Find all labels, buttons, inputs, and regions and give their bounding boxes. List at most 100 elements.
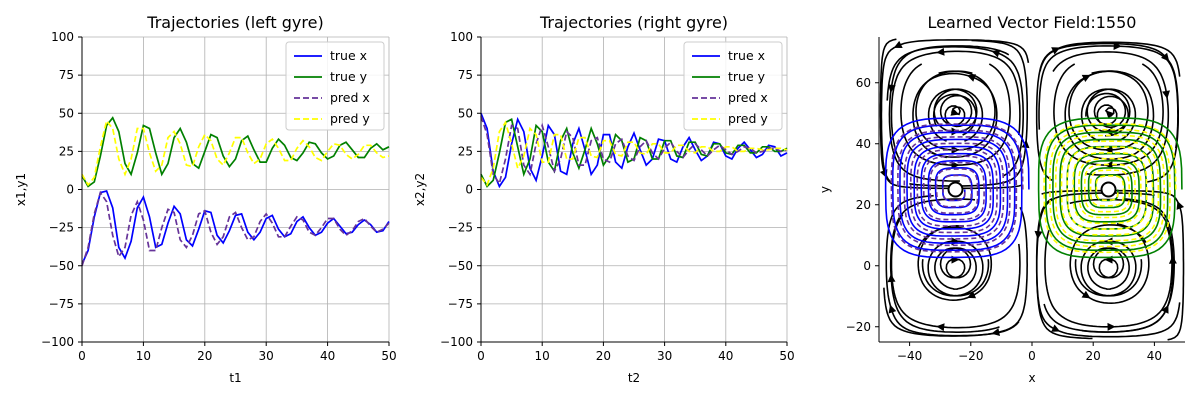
stream-arrow [1105, 110, 1115, 119]
legend-entry: true x [728, 48, 765, 63]
stream-arrow [1104, 145, 1113, 154]
y-tick-label: 0 [465, 183, 473, 197]
stream-arrow [967, 290, 977, 299]
x-tick-label: 40 [1147, 349, 1162, 363]
y-axis-label: y [818, 186, 832, 193]
stream-arrow [991, 328, 1000, 336]
y-tick-label: 25 [458, 144, 473, 158]
legend-frame [683, 41, 783, 131]
legend-entry: true y [330, 69, 368, 84]
trajectory-left-pred [890, 123, 1024, 253]
x-tick-label: 20 [197, 349, 212, 363]
x-tick-label: 40 [320, 349, 335, 363]
chart-title: Trajectories (left gyre) [146, 13, 323, 32]
stream-arrow [1051, 324, 1061, 332]
series-line-true-x [81, 189, 390, 265]
y-tick-label: −75 [448, 297, 473, 311]
y-tick-label: 100 [450, 30, 473, 44]
stream-arrow [888, 304, 897, 314]
x-axis-label: t2 [628, 371, 640, 385]
streamline [934, 247, 977, 290]
x-tick-label: 20 [1086, 349, 1101, 363]
chart-title: Trajectories (right gyre) [539, 13, 728, 32]
stream-arrow [893, 40, 903, 49]
stream-arrow [1107, 322, 1116, 331]
stream-arrow [950, 108, 960, 116]
y-tick-label: −50 [448, 259, 473, 273]
y-tick-label: 25 [59, 144, 74, 158]
y-tick-label: 75 [59, 68, 74, 82]
stream-arrow [1021, 139, 1030, 149]
chart-vector-field: −40 −20 0 20 40 60 40 20 0 −20 Learned Vector Fiel… [818, 13, 1185, 385]
y-tick-label: 0 [863, 259, 871, 273]
streamline [1068, 70, 1149, 151]
y-tick-label: 100 [51, 30, 74, 44]
legend-entry: true y [728, 69, 766, 84]
gyre-center-marker [1100, 181, 1117, 198]
y-tick-label: −75 [49, 297, 74, 311]
x-tick-label: 0 [1028, 349, 1036, 363]
series-line-true-y [81, 116, 390, 188]
y-tick-label: 60 [856, 76, 871, 90]
stream-arrow [991, 49, 1001, 58]
stream-arrow [887, 273, 896, 283]
x-tick-label: 0 [477, 349, 485, 363]
x-tick-label: 40 [718, 349, 733, 363]
x-axis-label: x [1028, 371, 1035, 385]
x-tick-label: 50 [779, 349, 794, 363]
chart-left-gyre: 0 10 20 30 40 50 100 75 50 25 0 −25 −50 −75 −100 Trajec… [14, 13, 397, 385]
y-tick-label: 20 [856, 198, 871, 212]
x-tick-label: 50 [381, 349, 396, 363]
x-tick-label: 0 [78, 349, 86, 363]
series-line-pred-x [81, 190, 390, 267]
legend-entry: pred x [330, 90, 370, 105]
x-tick-label: 30 [259, 349, 274, 363]
stream-arrow [936, 323, 945, 332]
x-tick-label: −20 [958, 349, 983, 363]
stream-arrow [1161, 52, 1170, 62]
y-tick-label: −20 [846, 320, 871, 334]
chart-title: Learned Vector Field:1550 [928, 13, 1137, 32]
x-axis-label: t1 [229, 371, 241, 385]
y-axis-label: x1,y1 [14, 173, 28, 206]
x-tick-label: 10 [136, 349, 151, 363]
trajectory-left-true [884, 117, 1030, 259]
legend-entry: pred y [330, 111, 370, 126]
y-tick-label: 50 [59, 106, 74, 120]
stream-arrow [936, 47, 945, 56]
y-tick-label: 0 [66, 183, 74, 197]
stream-arrow [1176, 201, 1185, 210]
series-line-pred-x [480, 116, 788, 186]
x-tick-label: 20 [596, 349, 611, 363]
stream-arrow [1034, 230, 1043, 240]
y-tick-label: 75 [458, 68, 473, 82]
legend-entry: pred x [728, 90, 768, 105]
x-tick-label: −40 [897, 349, 922, 363]
y-tick-label: −50 [49, 259, 74, 273]
stream-arrow [887, 84, 896, 93]
legend-frame [285, 41, 385, 131]
series-line-pred-y [480, 120, 788, 187]
streamline [1087, 247, 1130, 290]
stream-arrow [967, 74, 976, 82]
gyre-center-marker [947, 181, 964, 198]
trajectory-right-pred [1043, 122, 1177, 254]
stream-arrow [1081, 290, 1091, 299]
legend-entry: true x [330, 48, 367, 63]
chart-right-gyre: 0 10 20 30 40 50 100 75 50 25 0 −25 −50 −75 −100 Trajec… [413, 13, 795, 385]
y-tick-label: −100 [41, 335, 74, 349]
y-axis-label: x2,y2 [413, 173, 427, 206]
y-tick-label: −100 [440, 335, 473, 349]
y-tick-label: −25 [448, 221, 473, 235]
x-tick-label: 10 [535, 349, 550, 363]
stream-arrow [1162, 90, 1170, 99]
plot-area [879, 38, 1185, 341]
series-line-pred-y [81, 119, 390, 187]
legend: true x true y pred x pred y [285, 41, 385, 131]
legend-entry: pred y [728, 111, 768, 126]
y-tick-label: 50 [458, 106, 473, 120]
y-tick-label: −25 [49, 221, 74, 235]
y-tick-label: 40 [856, 137, 871, 151]
legend: true x true y pred x pred y [683, 41, 783, 131]
